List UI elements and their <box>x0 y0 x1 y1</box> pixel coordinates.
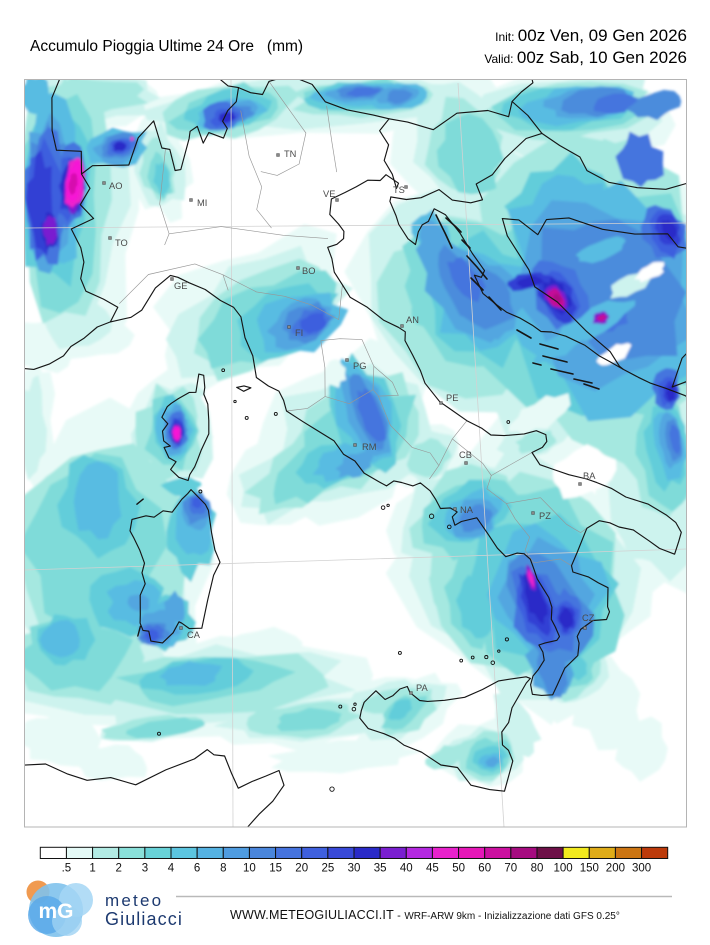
svg-text:TN: TN <box>284 149 296 159</box>
svg-text:10: 10 <box>243 863 256 875</box>
svg-text:40: 40 <box>400 863 413 875</box>
svg-text:MI: MI <box>197 198 207 208</box>
svg-text:.5: .5 <box>62 863 72 875</box>
svg-text:AN: AN <box>406 315 419 325</box>
svg-text:2: 2 <box>115 863 121 875</box>
svg-text:PE: PE <box>446 393 458 403</box>
svg-text:Giuliacci: Giuliacci <box>105 909 183 929</box>
svg-text:45: 45 <box>426 863 439 875</box>
svg-text:AO: AO <box>109 181 122 191</box>
svg-text:meteo: meteo <box>105 891 163 910</box>
svg-text:150: 150 <box>580 863 599 875</box>
svg-text:30: 30 <box>348 863 361 875</box>
svg-text:CA: CA <box>187 630 201 640</box>
svg-text:TS: TS <box>393 185 405 195</box>
svg-text:80: 80 <box>531 863 544 875</box>
svg-text:mG: mG <box>38 900 73 923</box>
svg-text:PG: PG <box>353 361 366 371</box>
svg-text:100: 100 <box>554 863 573 875</box>
svg-text:PZ: PZ <box>539 511 551 521</box>
svg-text:BA: BA <box>583 471 596 481</box>
svg-text:CB: CB <box>459 450 472 460</box>
svg-text:1: 1 <box>89 863 95 875</box>
svg-text:Valid: 00z Sab, 10 Gen 2026: Valid: 00z Sab, 10 Gen 2026 <box>484 48 687 67</box>
svg-text:200: 200 <box>606 863 625 875</box>
svg-text:Accumulo Pioggia Ultime 24 Ore: Accumulo Pioggia Ultime 24 Ore (mm) <box>30 38 303 55</box>
svg-text:PA: PA <box>416 683 429 693</box>
svg-text:CZ: CZ <box>582 613 595 623</box>
svg-text:GE: GE <box>174 281 187 291</box>
svg-text:60: 60 <box>478 863 491 875</box>
svg-text:15: 15 <box>269 863 282 875</box>
svg-text:8: 8 <box>220 863 226 875</box>
svg-text:TO: TO <box>115 238 128 248</box>
svg-text:VE: VE <box>323 189 335 199</box>
svg-text:BO: BO <box>302 266 315 276</box>
svg-text:50: 50 <box>452 863 465 875</box>
svg-text:20: 20 <box>295 863 308 875</box>
svg-text:300: 300 <box>632 863 651 875</box>
svg-text:WWW.METEOGIULIACCI.IT - WRF-AR: WWW.METEOGIULIACCI.IT - WRF-ARW 9km - In… <box>230 908 620 922</box>
svg-text:3: 3 <box>142 863 148 875</box>
svg-text:70: 70 <box>504 863 517 875</box>
svg-text:25: 25 <box>322 863 335 875</box>
svg-text:RM: RM <box>362 442 376 452</box>
svg-text:Init: 00z Ven, 09 Gen 2026: Init: 00z Ven, 09 Gen 2026 <box>495 26 687 45</box>
svg-text:4: 4 <box>168 863 175 875</box>
svg-text:FI: FI <box>295 328 303 338</box>
svg-text:6: 6 <box>194 863 200 875</box>
svg-text:35: 35 <box>374 863 387 875</box>
svg-text:NA: NA <box>460 505 474 515</box>
